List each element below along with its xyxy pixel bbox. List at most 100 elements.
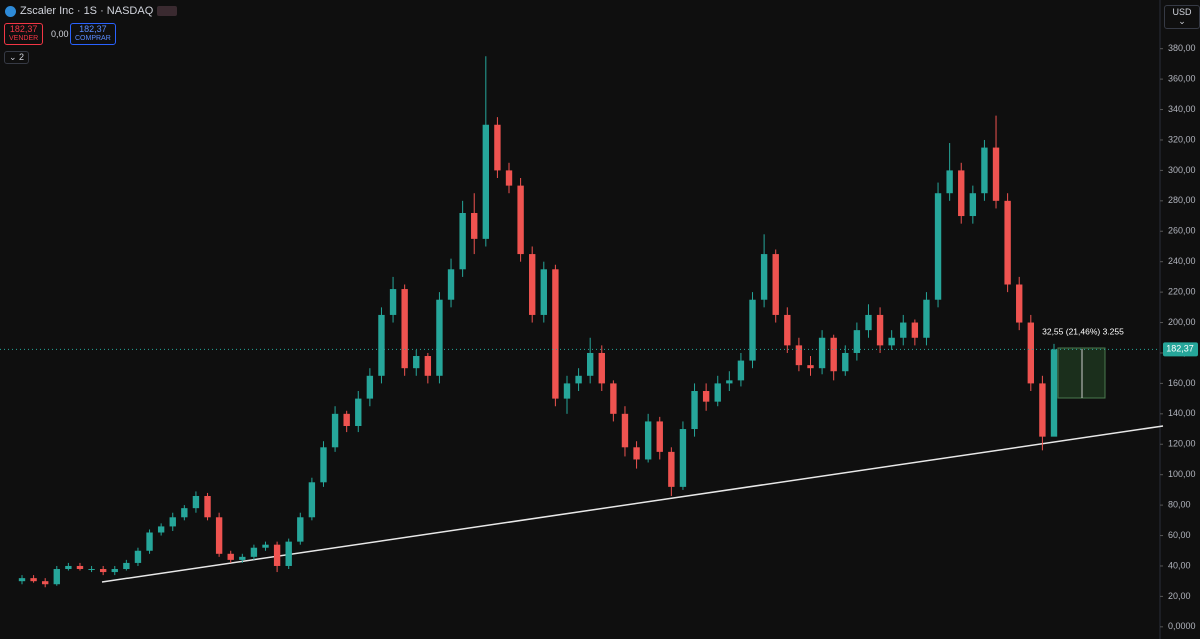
- symbol-header: Zscaler Inc · 1S · NASDAQ: [5, 5, 178, 17]
- candle-body: [679, 429, 687, 487]
- candle-body: [53, 569, 60, 585]
- candle-body: [366, 375, 374, 399]
- candle-body: [494, 124, 501, 171]
- candle-body: [586, 352, 594, 376]
- candle-body: [714, 383, 721, 402]
- y-tick-label: 80,00: [1168, 499, 1191, 509]
- candle-body: [262, 544, 269, 548]
- candle-body: [436, 299, 443, 376]
- candle-body: [946, 170, 953, 194]
- candle-body: [529, 254, 536, 315]
- candle-body: [749, 299, 756, 361]
- candle-body: [169, 517, 176, 527]
- candle-body: [447, 269, 455, 300]
- candle-body: [204, 495, 211, 518]
- candle-body: [273, 544, 281, 566]
- y-tick-label: 240,00: [1168, 256, 1196, 266]
- candle-body: [320, 447, 327, 483]
- candle-body: [981, 147, 988, 194]
- candles: [18, 56, 1058, 588]
- candle-body: [668, 451, 675, 487]
- candle-body: [807, 365, 814, 369]
- candle-body: [934, 193, 942, 300]
- candle-body: [18, 578, 26, 582]
- candle-body: [355, 398, 362, 426]
- candle-body: [540, 269, 547, 315]
- candle-body: [737, 360, 745, 381]
- candle-body: [471, 213, 478, 239]
- candle-body: [888, 337, 895, 346]
- candle-body: [215, 517, 223, 554]
- indicator-count: 2: [19, 52, 25, 62]
- candle-body: [610, 383, 617, 414]
- candle-body: [1027, 322, 1034, 384]
- indicators-toggle[interactable]: ⌄ 2: [4, 51, 30, 64]
- y-tick-label: 0,0000: [1168, 621, 1196, 631]
- candle-body: [76, 565, 84, 570]
- y-tick-label: 20,00: [1168, 591, 1191, 601]
- candle-body: [575, 375, 582, 384]
- candle-body: [900, 322, 907, 338]
- candle-body: [865, 314, 872, 331]
- measure-label: 32,55 (21,46%) 3.255: [1042, 326, 1124, 336]
- y-tick-label: 220,00: [1168, 286, 1196, 296]
- candle-body: [482, 124, 490, 239]
- candle-body: [505, 170, 513, 186]
- candle-body: [192, 495, 200, 509]
- candle-body: [424, 356, 432, 376]
- candle-body: [784, 314, 791, 346]
- candle-body: [181, 508, 188, 518]
- candle-body: [1050, 349, 1058, 437]
- candle-body: [250, 547, 258, 557]
- sell-button[interactable]: 182,37 VENDER: [4, 23, 44, 45]
- candle-body: [459, 213, 466, 270]
- candle-body: [111, 569, 118, 573]
- candle-body: [123, 562, 130, 570]
- candle-body: [552, 269, 559, 399]
- candle-body: [134, 550, 142, 563]
- candle-body: [842, 352, 849, 372]
- candle-body: [621, 413, 629, 448]
- candle-body: [42, 581, 49, 585]
- currency-button[interactable]: USD ⌄: [1164, 5, 1200, 29]
- candle-body: [726, 380, 733, 384]
- candle-body: [830, 337, 837, 372]
- candle-body: [691, 391, 698, 430]
- last-price-label: 182,37: [1166, 344, 1194, 354]
- last-price-tag: [1163, 342, 1198, 357]
- candle-body: [146, 532, 153, 551]
- y-tick-label: 360,00: [1168, 73, 1196, 83]
- candle-body: [227, 553, 234, 560]
- buy-price: 182,37: [79, 24, 107, 34]
- sell-price: 182,37: [9, 24, 38, 34]
- candle-body: [65, 565, 72, 570]
- y-tick-label: 260,00: [1168, 226, 1196, 236]
- symbol-title: Zscaler Inc · 1S · NASDAQ: [20, 5, 154, 17]
- y-tick-label: 40,00: [1168, 560, 1191, 570]
- y-tick-label: 380,00: [1168, 43, 1196, 53]
- candle-body: [308, 482, 316, 518]
- logo: [5, 5, 16, 17]
- candle-body: [598, 352, 605, 384]
- candle-body: [958, 170, 965, 217]
- candle-body: [331, 413, 339, 448]
- candle-body: [795, 345, 803, 366]
- trend-line: [101, 425, 1164, 583]
- candle-body: [969, 193, 977, 217]
- candle-body: [563, 383, 571, 399]
- y-tick-label: 140,00: [1168, 408, 1196, 418]
- candle-body: [413, 356, 420, 369]
- candle-body: [1039, 383, 1046, 437]
- candle-body: [818, 337, 826, 369]
- candle-body: [378, 314, 385, 376]
- candle-body: [30, 578, 37, 582]
- candle-body: [644, 421, 652, 460]
- y-tick-label: 100,00: [1168, 469, 1196, 479]
- candle-body: [157, 526, 165, 533]
- status-badge: [157, 6, 178, 16]
- currency: USD: [1172, 7, 1192, 17]
- buy-label: COMPRAR: [75, 35, 111, 42]
- buy-button[interactable]: 182,37 COMPRAR: [70, 23, 116, 45]
